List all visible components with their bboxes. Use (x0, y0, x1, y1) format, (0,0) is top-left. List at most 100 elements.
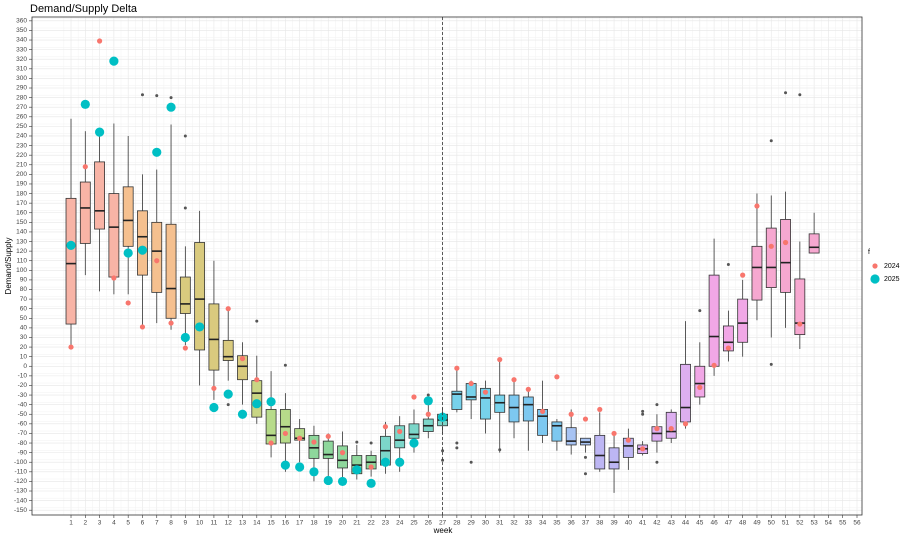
point (380, 457, 391, 467)
x-tick-label: 29 (468, 520, 476, 527)
point (782, 239, 789, 246)
box (794, 278, 806, 336)
x-tick-label: 11 (211, 520, 218, 527)
x-tick-label: 41 (639, 520, 647, 527)
outlier (183, 134, 187, 138)
y-tick-label: -150 (14, 507, 27, 514)
point (80, 99, 90, 109)
y-tick-label: 210 (16, 161, 27, 168)
x-tick-label: 17 (296, 520, 304, 527)
point (195, 322, 205, 332)
point (323, 475, 333, 486)
x-tick-label: 26 (425, 520, 433, 527)
x-tick-label: 34 (539, 520, 547, 527)
point (640, 446, 646, 452)
box (208, 303, 220, 371)
point (725, 345, 731, 351)
y-tick-label: -50 (18, 411, 28, 418)
outlier (226, 403, 230, 407)
box (79, 181, 91, 244)
point (295, 462, 305, 472)
point (252, 399, 262, 409)
outlier (655, 460, 659, 464)
outlier (641, 409, 645, 413)
box (337, 445, 348, 469)
point (239, 355, 246, 362)
box (494, 394, 506, 413)
y-tick-label: 70 (20, 296, 28, 303)
y-tick-label: 20 (20, 344, 28, 351)
point (597, 406, 603, 413)
x-tick-label: 53 (811, 520, 819, 527)
y-tick-label: 80 (20, 286, 28, 293)
x-tick-label: 19 (325, 520, 333, 527)
box (265, 409, 277, 445)
outlier (426, 393, 430, 397)
x-tick-label: 1 (69, 520, 73, 527)
point (82, 164, 88, 170)
x-tick-label: 3 (98, 520, 102, 527)
x-tick-label: 31 (496, 520, 504, 527)
x-tick-label: 15 (267, 520, 275, 527)
outlier (183, 206, 187, 210)
y-tick-label: -140 (14, 497, 27, 504)
x-tick-label: 2 (83, 520, 87, 527)
outlier (169, 96, 173, 100)
y-tick-label: 340 (16, 37, 27, 44)
outlier (355, 440, 359, 444)
point (325, 433, 331, 439)
point (352, 465, 362, 475)
point (768, 243, 774, 249)
point (525, 386, 531, 392)
x-tick-label: 50 (768, 520, 776, 527)
legend-label: 2025 (884, 276, 900, 283)
point (382, 424, 389, 430)
box (680, 363, 691, 423)
point (111, 275, 117, 281)
box (179, 276, 191, 314)
point (397, 428, 403, 435)
outlier (498, 448, 502, 452)
box (165, 223, 177, 319)
panel-border (31, 16, 863, 516)
y-tick-label: 140 (16, 229, 27, 236)
point (123, 248, 133, 258)
x-axis-title: week (433, 526, 454, 535)
legend-title: f (868, 249, 870, 256)
outlier (140, 93, 144, 97)
point (125, 300, 131, 306)
y-tick-label: 170 (16, 200, 27, 207)
x-tick-label: 46 (710, 520, 718, 527)
y-tick-label: 350 (16, 27, 27, 34)
point (423, 396, 433, 406)
x-tick-label: 37 (582, 520, 590, 527)
outlier (769, 362, 773, 366)
x-tick-label: 16 (282, 520, 290, 527)
y-tick-label: 220 (16, 152, 27, 159)
x-tick-label: 28 (453, 520, 461, 527)
x-tick-label: 9 (184, 520, 188, 527)
chart-title: Demand/Supply Delta (30, 3, 138, 15)
x-tick-label: 10 (196, 520, 204, 527)
y-tick-label: -60 (18, 421, 28, 428)
outlier (798, 93, 802, 97)
point (568, 411, 574, 417)
box (508, 394, 520, 423)
point (282, 430, 288, 437)
y-tick-label: -20 (18, 382, 28, 389)
outlier (369, 441, 373, 445)
y-tick-label: 300 (16, 75, 27, 82)
y-tick-label: 260 (16, 114, 27, 121)
box (408, 423, 420, 439)
y-axis-title: Demand/Supply (4, 238, 13, 295)
box (308, 434, 320, 459)
box (394, 425, 406, 449)
x-tick-label: 12 (225, 520, 233, 527)
x-tick-label: 20 (339, 520, 347, 527)
outlier (441, 449, 445, 453)
y-tick-label: 0 (23, 363, 27, 370)
point (209, 402, 219, 413)
point (740, 272, 746, 278)
box (108, 193, 120, 278)
